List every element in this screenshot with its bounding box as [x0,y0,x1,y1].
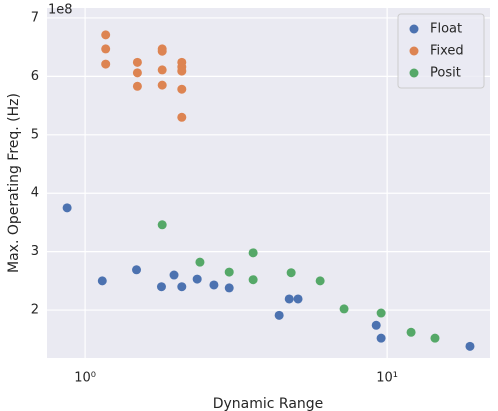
point [274,310,284,320]
x-tick-label: 10⁰ [74,371,96,386]
point [284,294,294,304]
point [101,44,111,54]
point [101,30,111,40]
point [97,276,107,286]
legend-marker [409,46,419,56]
point [157,220,167,230]
point [132,265,142,275]
x-axis-label: Dynamic Range [213,396,324,411]
legend-label: Fixed [430,44,464,59]
point [376,333,386,343]
legend-marker [409,24,419,34]
point [224,283,234,293]
point [132,57,142,67]
point [177,282,187,292]
y-offset-label: 1e8 [48,3,73,18]
legend-label: Posit [430,66,461,81]
point [293,294,303,304]
point [224,267,234,277]
point [286,268,296,278]
point [195,257,205,267]
point [132,81,142,91]
point [157,80,167,90]
y-tick-label: 6 [31,69,39,84]
legend-box [397,13,485,89]
y-axis-label: Max. Operating Freq. (Hz) [6,93,22,273]
y-tick-label: 7 [31,10,39,25]
point [156,282,166,292]
point [430,333,440,343]
point [315,276,325,286]
y-tick-label: 2 [31,303,39,318]
point [157,46,167,56]
point [376,308,386,318]
point [248,275,258,285]
y-tick-label: 4 [31,186,39,201]
x-tick-label: 10¹ [376,371,398,386]
legend-marker [409,68,419,78]
point [169,270,179,280]
point [177,84,187,94]
point [192,274,202,284]
point [62,203,72,213]
point [371,320,381,330]
point [177,112,187,122]
point [177,66,187,76]
point [101,59,111,69]
point [132,68,142,78]
legend-label: Float [430,22,462,37]
point [465,341,475,351]
point [339,304,349,314]
point [406,327,416,337]
point [248,248,258,258]
y-tick-label: 5 [31,127,39,142]
point [209,280,219,290]
y-tick-label: 3 [31,244,39,259]
point [157,65,167,75]
